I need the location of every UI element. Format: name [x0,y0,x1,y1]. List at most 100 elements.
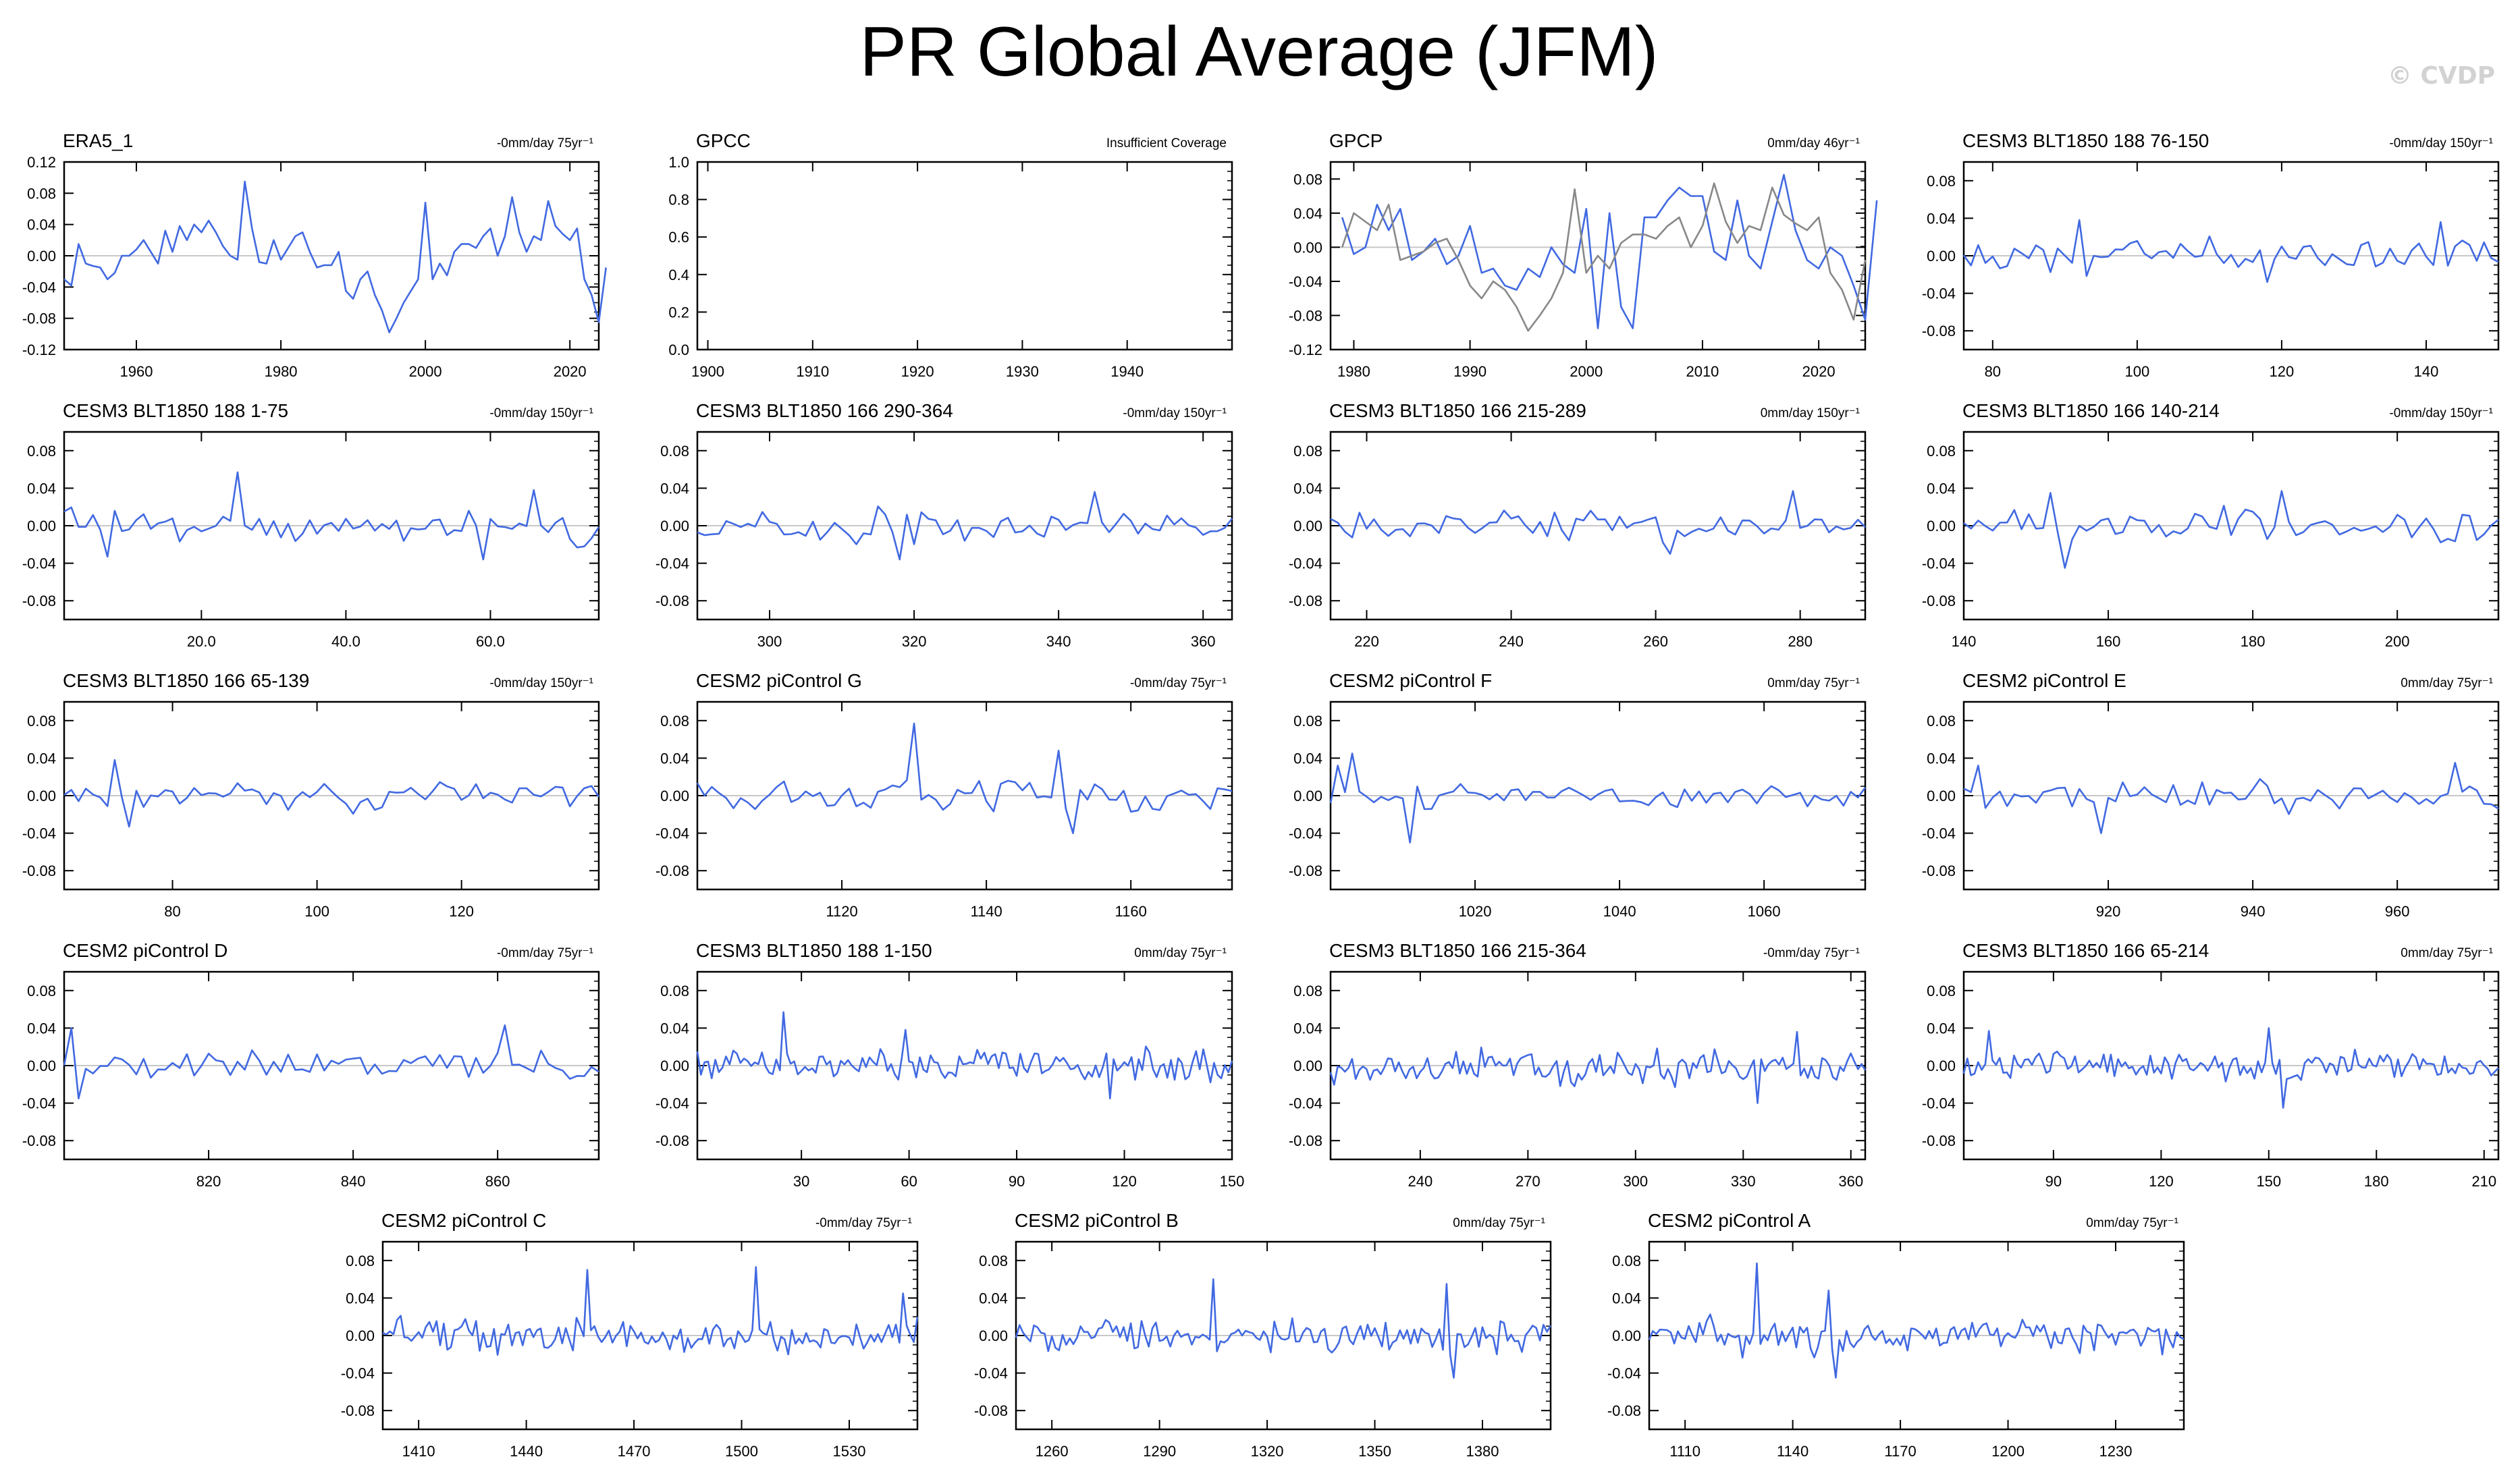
trend-label: -0mm/day 150yr⁻¹ [489,406,593,420]
series-line [696,722,1233,834]
y-tick-label: 0.6 [668,229,689,246]
panel-title: CESM2 piControl F [1329,670,1492,691]
series-line-observed [1341,182,1867,332]
x-tick-label: 1230 [2099,1443,2133,1460]
series-line [63,759,600,828]
y-tick-label: 0.08 [1293,983,1322,999]
series-line [1962,1027,2499,1109]
y-tick-label: 0.08 [660,443,689,460]
y-tick-label: 0.00 [660,1057,689,1074]
x-tick-label: 360 [1838,1173,1863,1190]
x-tick-label: 2000 [1570,363,1603,380]
y-tick-label: 0.00 [1293,788,1322,804]
x-tick-label: 180 [2364,1173,2389,1190]
y-tick-label: 0.04 [1293,1020,1322,1037]
y-tick-label: 0.00 [27,1057,56,1074]
panel-1: ERA5_1 -0mm/day 75yr⁻¹ -0.12 -0.08 -0.04 0.00… [22,130,607,380]
x-tick-label: 100 [2125,363,2150,380]
panel-title: CESM2 piControl C [381,1210,546,1231]
y-tick-label: 0.00 [1293,239,1322,256]
x-tick-label: 1960 [120,363,153,380]
y-tick-label: -0.04 [341,1365,375,1382]
y-tick-label: 0.08 [1293,171,1322,188]
y-tick-label: -0.08 [1922,1132,1956,1149]
series-line [382,1266,919,1356]
y-tick-label: 0.08 [27,185,56,202]
x-tick-label: 1990 [1453,363,1486,380]
x-tick-label: 1900 [691,363,724,380]
y-tick-label: -0.08 [1289,862,1322,879]
y-tick-label: 0.04 [1927,750,1956,767]
y-tick-label: 0.04 [27,1020,56,1037]
x-tick-label: 860 [485,1173,510,1190]
x-tick-label: 1380 [1466,1443,1499,1460]
x-tick-label: 1940 [1110,363,1144,380]
panel-title: CESM2 piControl D [63,940,227,961]
cvdp-watermark: © CVDP [2387,62,2495,90]
y-tick-label: 0.00 [979,1327,1008,1344]
y-tick-label: -0.12 [22,341,56,358]
x-tick-label: 150 [1220,1173,1245,1190]
y-tick-label: -0.04 [1289,1095,1322,1112]
panel-title: CESM2 piControl A [1648,1210,1811,1231]
x-tick-label: 220 [1354,633,1379,650]
y-tick-label: -0.04 [1922,1095,1956,1112]
panel-6: CESM3 BLT1850 166 290-364 -0mm/day 150yr⁻… [655,400,1233,650]
y-tick-label: -0.04 [1922,285,1956,302]
y-tick-label: -0.04 [655,555,689,572]
y-tick-label: 0.04 [27,217,56,233]
x-tick-label: 2010 [1686,363,1719,380]
y-tick-label: -0.04 [1289,273,1322,290]
y-tick-label: 0.00 [1293,518,1322,534]
panel-18: CESM2 piControl B 0mm/day 75yr⁻¹ -0.08 -0.0… [974,1210,1552,1460]
y-tick-label: 0.04 [27,480,56,497]
y-tick-label: -0.08 [1922,593,1956,609]
x-tick-label: 20.0 [187,633,216,650]
y-tick-label: 0.08 [1293,443,1322,460]
series-line [1963,762,2499,834]
y-tick-label: -0.08 [655,1132,689,1149]
trend-label: 0mm/day 75yr⁻¹ [1134,946,1227,960]
trend-label: -0mm/day 75yr⁻¹ [1130,676,1227,690]
x-tick-label: 1910 [796,363,829,380]
x-tick-label: 320 [902,633,927,650]
trend-label: -0mm/day 150yr⁻¹ [2389,136,2493,150]
y-tick-label: -0.08 [22,1132,56,1149]
x-tick-label: 1060 [1748,903,1781,920]
x-tick-label: 1200 [1991,1443,2025,1460]
y-tick-label: 0.08 [1293,713,1322,730]
y-tick-label: 0.04 [1927,210,1956,227]
series-line [63,471,600,561]
x-tick-label: 240 [1408,1173,1433,1190]
page-title: PR Global Average (JFM) [859,13,1659,91]
y-tick-label: -0.08 [1607,1402,1641,1419]
panel-title: CESM2 piControl G [696,670,862,691]
y-tick-label: 0.00 [1927,518,1956,534]
panel-title: CESM3 BLT1850 188 1-75 [63,400,288,421]
y-tick-label: 0.08 [27,713,56,730]
x-tick-label: 1290 [1143,1443,1176,1460]
y-tick-label: -0.04 [1289,555,1322,572]
series-line [1962,219,2499,283]
y-tick-label: -0.04 [1922,825,1956,842]
y-tick-label: -0.04 [1289,825,1322,842]
y-tick-label: 0.4 [668,267,689,283]
x-tick-label: 820 [196,1173,221,1190]
y-tick-label: 0.00 [1927,788,1956,804]
x-tick-label: 1260 [1036,1443,1069,1460]
panel-2: GPCC Insufficient Coverage 0.0 0.2 0.4 0.6 0.8… [668,130,1233,380]
y-tick-label: 0.8 [668,192,689,209]
y-tick-label: -0.08 [1289,307,1322,324]
trend-label: -0mm/day 75yr⁻¹ [1763,946,1860,960]
y-tick-label: -0.08 [22,310,56,327]
trend-label: 0mm/day 75yr⁻¹ [2086,1216,2178,1230]
x-tick-label: 360 [1191,633,1216,650]
y-tick-label: -0.04 [22,825,56,842]
x-tick-label: 1140 [970,903,1002,920]
y-tick-label: 0.08 [1927,983,1956,999]
y-tick-label: 1.0 [668,154,689,171]
y-tick-label: 0.08 [27,443,56,460]
x-tick-label: 340 [1046,633,1071,650]
x-tick-label: 1980 [1337,363,1370,380]
x-tick-label: 1350 [1358,1443,1391,1460]
